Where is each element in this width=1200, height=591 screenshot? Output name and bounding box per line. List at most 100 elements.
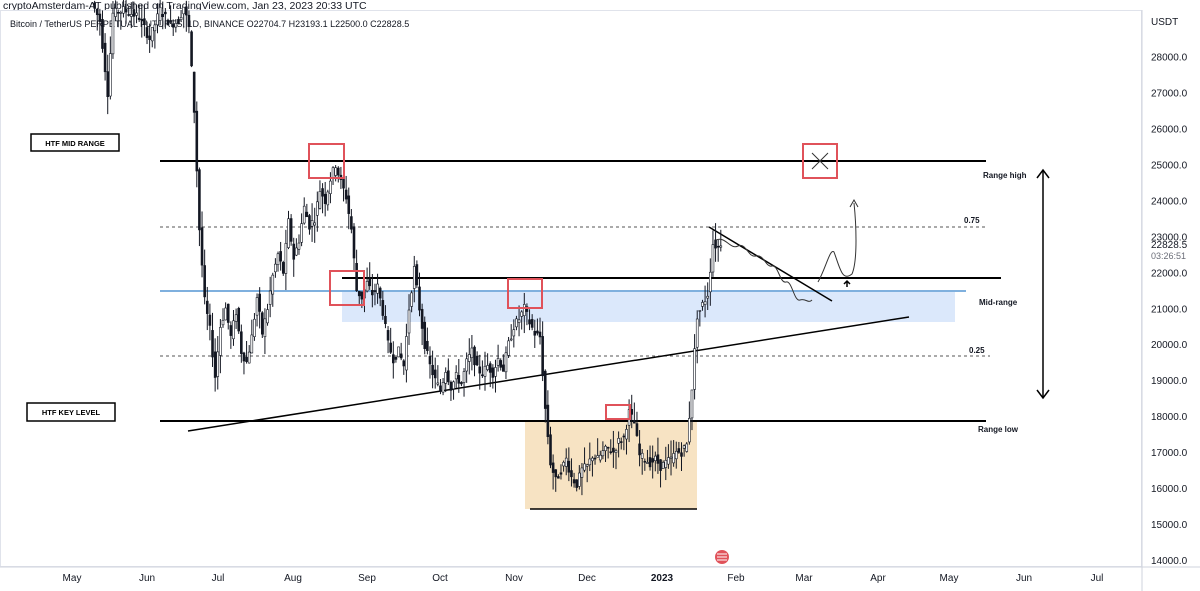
- candle-body: [116, 11, 120, 14]
- candle-body: [693, 348, 696, 390]
- candle-body: [122, 6, 125, 14]
- candle-body: [635, 423, 639, 436]
- candle-body: [674, 450, 678, 460]
- candle-body: [538, 331, 542, 338]
- candle-body: [709, 271, 712, 293]
- candle-body: [182, 6, 185, 15]
- candle-body: [564, 457, 568, 467]
- candle-body: [677, 448, 681, 453]
- candle-body: [253, 318, 256, 337]
- candle-body: [198, 169, 201, 231]
- time-axis[interactable]: May Jun Jul Aug Sep Oct Nov Dec 2023 Feb Mar Apr May…: [63, 573, 1104, 584]
- candle-body: [606, 446, 610, 449]
- candle-body: [509, 338, 513, 341]
- candle-body: [271, 274, 275, 295]
- candle-body: [470, 347, 474, 359]
- candle-body: [153, 24, 157, 32]
- candle-body: [467, 354, 471, 362]
- candle-body: [643, 460, 647, 463]
- time-tick: Apr: [870, 573, 886, 584]
- candle-body: [381, 300, 385, 316]
- range-low-label: Range low: [978, 425, 1019, 434]
- candle-body: [680, 452, 683, 457]
- time-tick: Jul: [212, 573, 225, 584]
- htf-key-level-box: HTF KEY LEVEL: [26, 402, 116, 422]
- candle-body: [559, 472, 563, 475]
- candle-body: [255, 297, 259, 316]
- candle-body: [316, 201, 319, 216]
- marker-resistance-2: [507, 278, 543, 309]
- up-arrow-small: [843, 279, 851, 287]
- candle-body: [515, 318, 518, 328]
- candle-body: [250, 334, 254, 354]
- breakout-path: [817, 202, 857, 283]
- candle-body: [462, 371, 466, 383]
- candle-body: [95, 9, 99, 16]
- candle-body: [431, 364, 434, 376]
- candle-body: [232, 320, 235, 340]
- candle-body: [428, 356, 432, 365]
- levels: [160, 160, 1001, 510]
- candle-body: [281, 262, 285, 274]
- price-tick: 22000.0: [1151, 268, 1188, 279]
- candle-body: [572, 479, 576, 484]
- candle-body: [528, 319, 531, 325]
- candle-body: [329, 180, 332, 194]
- candle-body: [200, 227, 204, 266]
- candle-body: [371, 289, 374, 296]
- candle-body: [580, 467, 584, 478]
- candle-body: [648, 457, 652, 468]
- candle-body: [530, 319, 534, 328]
- candle-body: [682, 445, 686, 449]
- candle-body: [242, 352, 246, 362]
- candle-body: [145, 27, 149, 38]
- candle-body: [224, 307, 227, 321]
- us-flag-event-icon[interactable]: [715, 550, 729, 564]
- candle-body: [653, 455, 657, 461]
- candle-body: [460, 382, 463, 385]
- candle-body: [551, 462, 555, 473]
- candle-body: [583, 463, 586, 471]
- candle-body: [289, 218, 293, 242]
- candle-body: [585, 464, 589, 467]
- markers: [308, 143, 838, 420]
- candle-body: [549, 434, 552, 466]
- candle-body: [457, 375, 461, 384]
- candle-body: [617, 438, 620, 444]
- candle-body: [412, 266, 416, 289]
- candle-body: [543, 370, 547, 409]
- candle-body: [308, 215, 311, 230]
- candle-body: [449, 381, 453, 391]
- candle-body: [195, 110, 199, 172]
- candle-body: [101, 19, 104, 49]
- time-tick: Feb: [727, 573, 745, 584]
- marker-range-low-retest: [605, 404, 631, 420]
- candle-body: [161, 13, 165, 17]
- candle-body: [344, 189, 348, 200]
- candle-body: [541, 336, 544, 377]
- candle-body: [226, 303, 230, 323]
- candle-body: [124, 8, 128, 13]
- candle-body: [436, 382, 440, 385]
- candle-body: [140, 18, 144, 21]
- candle-body: [475, 355, 479, 366]
- candle-body: [630, 409, 634, 415]
- candle-body: [536, 330, 539, 334]
- price-tick: 24000.0: [1151, 196, 1188, 207]
- candle-body: [326, 191, 330, 206]
- price-tick: 19000.0: [1151, 376, 1188, 387]
- candle-body: [132, 9, 136, 17]
- candle-body: [407, 309, 411, 334]
- candle-body: [504, 352, 508, 373]
- candle-body: [507, 340, 510, 356]
- candle-body: [659, 459, 662, 471]
- price-axis[interactable]: 14000.0 15000.0 16000.0 17000.0 18000.0 19000…: [1151, 53, 1188, 567]
- candle-body: [221, 320, 225, 326]
- candle-body: [305, 211, 309, 218]
- candle-body: [570, 470, 573, 478]
- candle-body: [247, 351, 251, 364]
- candle-body: [150, 27, 154, 42]
- candle-body: [593, 457, 597, 460]
- candle-body: [491, 367, 495, 378]
